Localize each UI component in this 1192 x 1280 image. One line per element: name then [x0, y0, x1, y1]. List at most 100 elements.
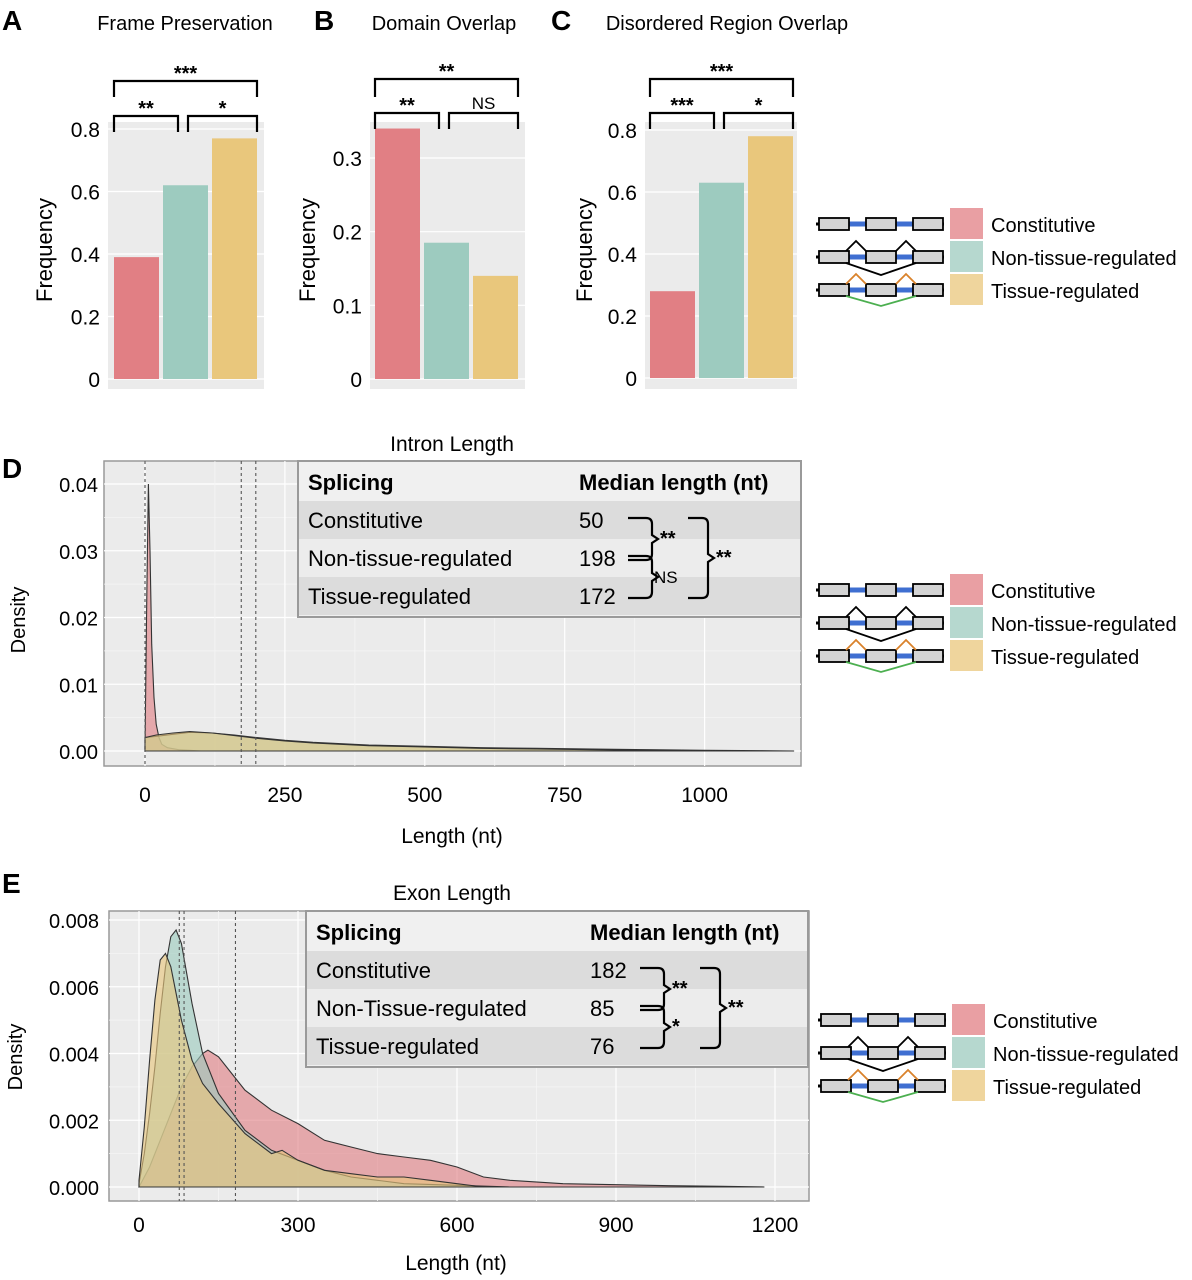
e-table-row: [307, 951, 807, 989]
panel-d-title: Intron Length: [390, 433, 514, 456]
b-bar-3: [473, 275, 518, 379]
legend-swatch: [952, 1070, 985, 1101]
d-table-row: [299, 501, 800, 539]
d-xtick-label: 250: [267, 784, 302, 807]
b-bar-2: [424, 242, 469, 379]
constitutive-splicing-icon: [818, 1013, 946, 1027]
panel-c-title: Disordered Region Overlap: [606, 13, 848, 35]
significance-label: ***: [174, 63, 198, 85]
d-xtick-label: 0: [139, 784, 151, 807]
significance-bracket: [648, 77, 795, 97]
d-table-bracket: [628, 516, 660, 562]
e-xtick-label: 300: [280, 1214, 315, 1237]
legend-swatch: [950, 241, 983, 272]
legend-swatch: [950, 574, 983, 605]
significance-label: *: [755, 95, 763, 117]
legend-middle: Constitutive Non-tissue-regulated Tissue-r…: [816, 574, 1177, 673]
e-table-cell-name: Non-Tissue-regulated: [316, 996, 527, 1021]
panel-a-letter: A: [2, 5, 22, 36]
d-xtick-label: 1000: [681, 784, 728, 807]
significance-bracket: [186, 114, 259, 132]
d-table-bracket: [628, 554, 660, 600]
panel-b-letter: B: [314, 5, 334, 36]
e-table-row: [307, 989, 807, 1027]
e-xtick-label: 600: [439, 1214, 474, 1237]
a-ytick-label: 0.2: [71, 307, 100, 330]
significance-bracket: [648, 111, 716, 129]
d-table-row: [299, 539, 800, 577]
a-bar-2: [163, 185, 208, 379]
e-density-tissue: [138, 952, 484, 1188]
panel-e: E Exon Length 0.0000.0020.0040.0060.008 …: [2, 868, 810, 1275]
d-table-bracket-label: **: [660, 528, 676, 550]
panel-c-ylabel: Frequency: [572, 198, 597, 302]
c-ytick-label: 0.6: [608, 182, 637, 205]
e-xtick-label: 0: [133, 1214, 145, 1237]
d-ytick-label: 0.00: [59, 742, 98, 764]
legend-label: Constitutive: [993, 1011, 1098, 1033]
d-ytick-label: 0.02: [59, 609, 98, 631]
panel-d-ylabel: Density: [8, 587, 30, 654]
e-table-header-splicing: Splicing: [316, 920, 402, 945]
legend-label: Tissue-regulated: [991, 281, 1139, 303]
legend-label: Non-tissue-regulated: [991, 248, 1177, 270]
d-ytick-label: 0.01: [59, 675, 98, 697]
significance-label: **: [439, 61, 455, 83]
e-table-bracket-label: *: [672, 1016, 680, 1038]
legend-swatch: [950, 274, 983, 305]
legend-label: Tissue-regulated: [993, 1077, 1141, 1099]
d-ytick-label: 0.04: [59, 475, 98, 497]
legend-label: Constitutive: [991, 215, 1096, 237]
constitutive-splicing-icon: [816, 217, 944, 231]
e-table-cell-median: 182: [590, 958, 627, 983]
e-table-cell-median: 76: [590, 1034, 614, 1059]
significance-label: NS: [472, 94, 496, 113]
d-table-cell-median: 172: [579, 584, 616, 609]
d-table-bracket-label: **: [716, 547, 732, 569]
legend-bottom: Constitutive Non-tissue-regulated Tissue-r…: [818, 1004, 1179, 1103]
c-bar-1: [650, 291, 695, 378]
e-table-cell-name: Constitutive: [316, 958, 431, 983]
e-table-bracket: [640, 966, 672, 1012]
significance-bracket: [447, 111, 520, 129]
legend-swatch: [950, 607, 983, 638]
significance-label: **: [138, 98, 154, 120]
e-table-bracket-label: **: [728, 997, 744, 1019]
d-table-cell-name: Non-tissue-regulated: [308, 546, 512, 571]
c-ytick-label: 0.2: [608, 306, 637, 329]
panel-d-letter: D: [2, 453, 22, 484]
panel-e-letter: E: [2, 868, 21, 899]
legend-label: Constitutive: [991, 581, 1096, 603]
significance-bracket: [373, 111, 441, 129]
c-ytick-label: 0.8: [608, 120, 637, 143]
c-bar-3: [748, 136, 793, 378]
e-table-bracket: [700, 966, 728, 1050]
d-table-cell-median: 198: [579, 546, 616, 571]
a-bar-3: [212, 138, 257, 379]
d-ytick-label: 0.03: [59, 542, 98, 564]
panel-c: C Disordered Region Overlap 0 0.2 0.4 0.6 0.…: [551, 5, 848, 391]
c-ytick-label: 0: [625, 368, 637, 391]
significance-label: ***: [670, 95, 694, 117]
panel-c-letter: C: [551, 5, 571, 36]
d-table-cell-name: Constitutive: [308, 508, 423, 533]
e-table-bracket-label: **: [672, 978, 688, 1000]
b-bar-1: [375, 128, 420, 379]
e-ytick-label: 0.002: [49, 1111, 99, 1133]
a-bar-1: [114, 257, 159, 379]
d-table-header-splicing: Splicing: [308, 470, 394, 495]
e-table-header-median: Median length (nt): [590, 920, 779, 945]
a-ytick-label: 0: [88, 369, 100, 392]
panel-d: D Intron Length 0.00 0.01 0.02 0.03 0.04 0 25…: [2, 433, 802, 848]
panel-b: B Domain Overlap 0 0.1 0.2 0.3 ** NS ** Frequ…: [295, 5, 525, 392]
legend-swatch: [952, 1037, 985, 1068]
b-ytick-label: 0: [350, 369, 362, 392]
significance-label: *: [219, 98, 227, 120]
significance-bracket: [722, 111, 795, 129]
tissue-splicing-icon: [816, 272, 944, 307]
e-ytick-label: 0.004: [49, 1045, 99, 1067]
legend-label: Tissue-regulated: [991, 647, 1139, 669]
non-tissue-splicing-icon: [816, 605, 944, 642]
constitutive-splicing-icon: [816, 583, 944, 597]
